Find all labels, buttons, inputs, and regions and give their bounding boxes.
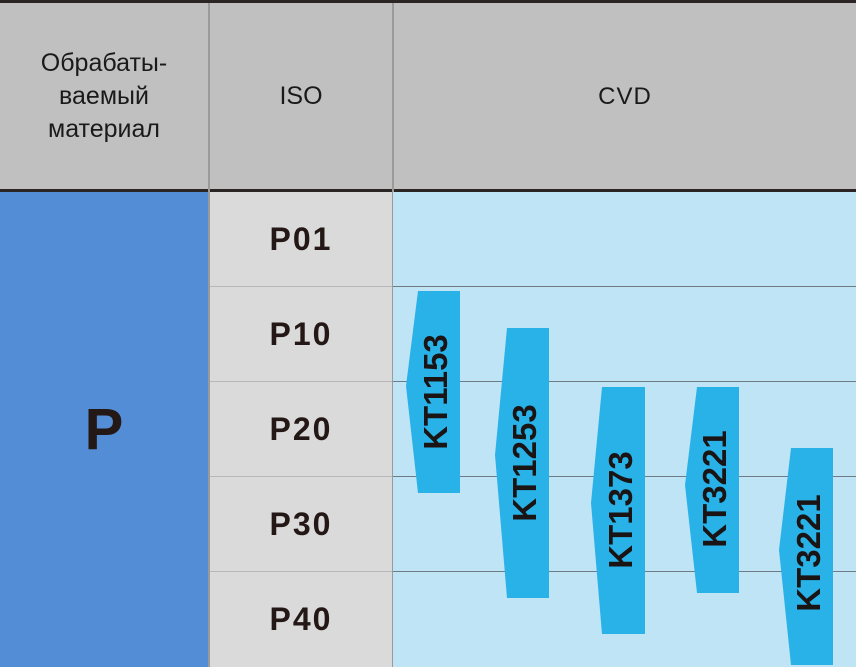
header-material-line: ваемый bbox=[59, 81, 149, 110]
grade-bar-shape bbox=[779, 448, 833, 665]
iso-row-p30: P30 bbox=[210, 477, 392, 572]
grade-bar-shape bbox=[406, 291, 460, 493]
iso-row-p01: P01 bbox=[210, 192, 392, 287]
material-group-p: P bbox=[0, 192, 208, 667]
grade-bar-kt1253: KT1253 bbox=[495, 328, 549, 598]
grade-bar-kt3221: KT3221 bbox=[685, 387, 739, 593]
grade-label: KT1153 bbox=[417, 334, 454, 450]
iso-row-p20: P20 bbox=[210, 382, 392, 477]
grade-label: KT1253 bbox=[506, 404, 543, 521]
header-cvd: CVD bbox=[394, 3, 856, 189]
row-line bbox=[393, 381, 856, 382]
header-divider bbox=[0, 189, 856, 192]
grade-bar-kt1373: KT1373 bbox=[591, 387, 645, 634]
header-material-line: материал bbox=[48, 114, 160, 143]
grade-bar-shape bbox=[685, 387, 739, 593]
header-material: Обрабаты- ваемый материал bbox=[0, 3, 208, 189]
top-border bbox=[0, 0, 856, 3]
grade-bar-shape bbox=[591, 387, 645, 634]
grade-bar-kt3221-second: KT3221 bbox=[779, 448, 833, 665]
column-divider bbox=[208, 3, 210, 667]
grade-label: KT3221 bbox=[790, 494, 827, 611]
grade-label: KT3221 bbox=[696, 430, 733, 547]
iso-row-p10: P10 bbox=[210, 287, 392, 382]
iso-row-p40: P40 bbox=[210, 572, 392, 667]
grade-label: KT1373 bbox=[602, 451, 639, 568]
row-line bbox=[393, 286, 856, 287]
grade-bar-kt1153: KT1153 bbox=[406, 291, 460, 493]
grade-bar-shape bbox=[495, 328, 549, 598]
header-iso: ISO bbox=[210, 3, 392, 189]
header-material-line: Обрабаты- bbox=[40, 48, 168, 77]
